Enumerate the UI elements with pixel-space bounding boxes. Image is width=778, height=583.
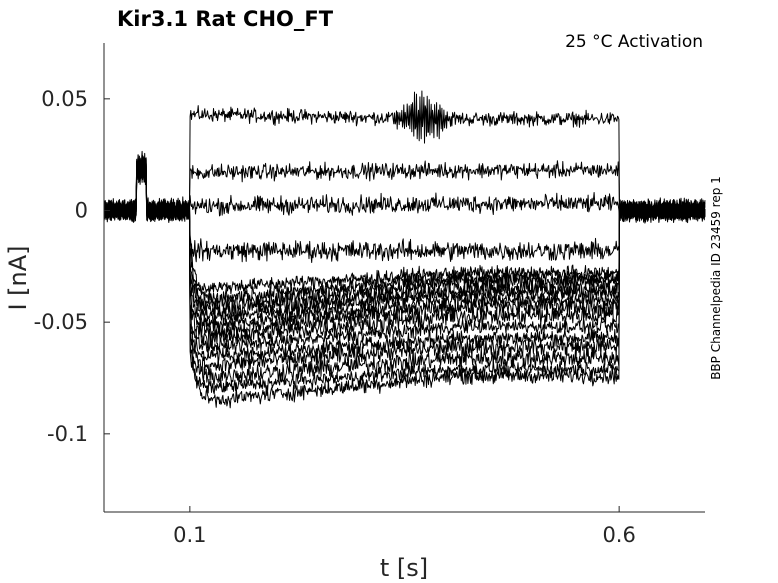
y-tick-label: -0.05 (34, 310, 88, 334)
x-ticks: 0.1 0.6 (173, 506, 636, 547)
trace-line (103, 90, 706, 222)
y-tick-label: 0.05 (41, 87, 88, 111)
trace-line (103, 160, 706, 376)
trace-line (103, 157, 706, 263)
traces (103, 90, 706, 409)
trace-line (103, 157, 706, 409)
side-label: BBP Channelpedia ID 23459 rep 1 (709, 176, 723, 380)
trace-line (103, 160, 706, 223)
chart-annotation: 25 °C Activation (565, 32, 703, 52)
trace-line (103, 159, 706, 349)
chart-title: Kir3.1 Rat CHO_FT (117, 7, 334, 31)
trace-line (103, 150, 706, 313)
x-axis-label: t [s] (380, 554, 428, 582)
trace-line (103, 155, 706, 323)
x-tick-label: 0.6 (602, 523, 635, 547)
trace-line (103, 154, 706, 222)
y-tick-label: 0 (75, 199, 88, 223)
trace-line (103, 155, 706, 354)
trace-line (103, 154, 706, 341)
x-tick-label: 0.1 (173, 523, 206, 547)
y-tick-label: -0.1 (47, 422, 88, 446)
y-ticks: 0.05 0 -0.05 -0.1 (34, 87, 110, 446)
y-axis-label: I [nA] (4, 245, 32, 310)
trace-line (103, 152, 706, 326)
trace-line (103, 161, 706, 297)
